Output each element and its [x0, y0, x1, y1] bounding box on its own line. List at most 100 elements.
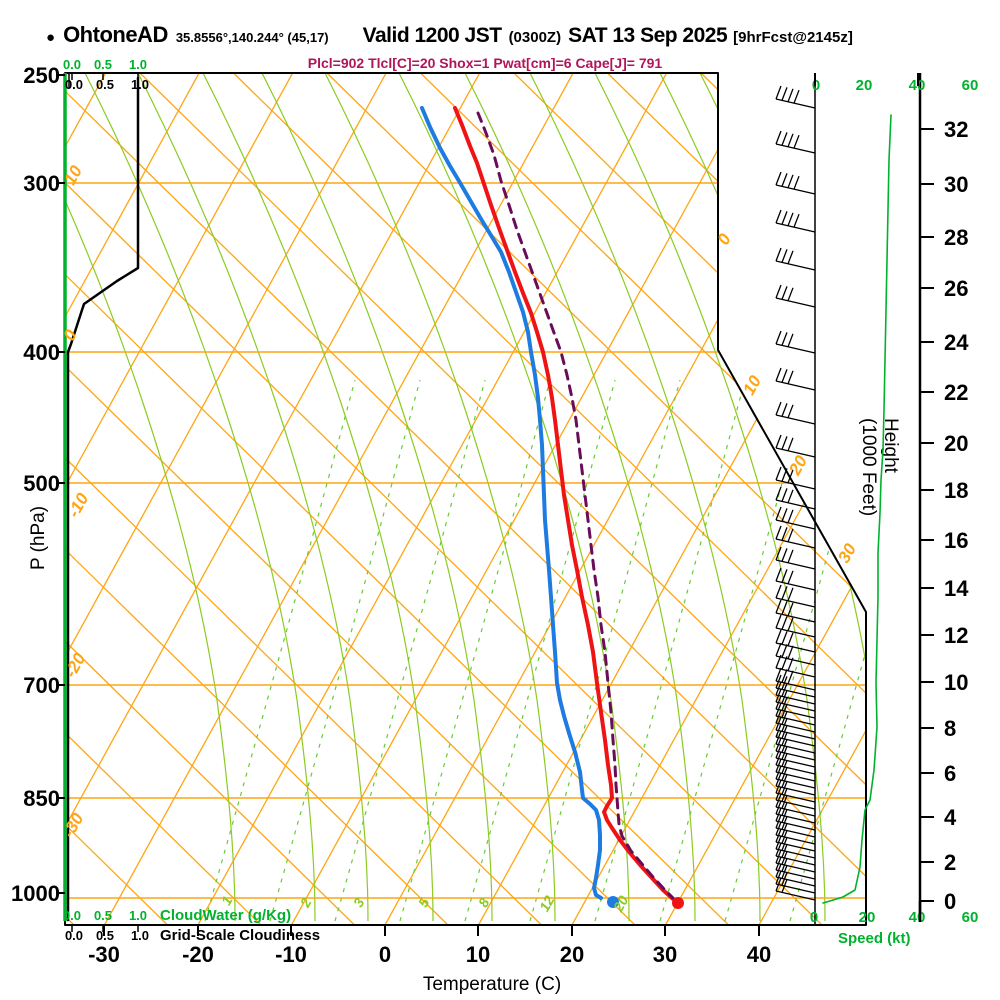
wind-barb-feather — [781, 676, 788, 690]
wind-barb-feather — [775, 863, 782, 878]
height-tick-label: 10 — [944, 670, 968, 695]
wind-barb-feather — [781, 132, 788, 146]
wind-barb-feather — [775, 807, 782, 822]
wind-barb — [775, 580, 816, 591]
height-tick-label: 4 — [944, 805, 957, 830]
wind-barb-feather — [787, 657, 794, 672]
wind-barb-feather — [775, 765, 782, 780]
cloud-scale-green-bottom: 0.0 — [63, 908, 81, 923]
wind-barb-feather — [775, 466, 782, 481]
isotherm-line — [65, 73, 200, 925]
wind-barb-feather — [781, 823, 788, 837]
isotherm-line — [290, 73, 761, 925]
cloudiness-scale-title: Grid-Scale Cloudiness — [160, 927, 320, 944]
dry-adiabat-line — [513, 73, 866, 925]
wind-barb-feather — [781, 403, 788, 417]
moist-adiabat-line — [65, 73, 236, 922]
dry-adiabat-line — [65, 73, 262, 925]
wind-barb-feather — [781, 669, 788, 683]
wind-barb-feather — [775, 130, 782, 145]
wind-barb-feather — [775, 367, 782, 382]
isotherm-line — [758, 73, 866, 925]
wind-barb-feather — [781, 858, 788, 872]
wind-barb-feather — [787, 509, 794, 524]
wind-barb-feather — [781, 795, 788, 809]
wind-barb-feather — [787, 404, 794, 419]
dry-adiabat-line — [65, 73, 542, 925]
wind-barb-feather — [775, 772, 782, 787]
wind-barb-feather — [775, 674, 782, 689]
wind-barb-feather — [775, 702, 782, 717]
wind-barb-feather — [775, 737, 782, 752]
height-tick-label: 32 — [944, 117, 968, 142]
valid-time-zulu: (0300Z) — [508, 29, 562, 46]
mixing-ratio-line — [399, 379, 551, 922]
mixing-ratio-line — [334, 379, 486, 922]
wind-barb-feather — [775, 751, 782, 766]
moist-adiabat-line — [202, 73, 434, 922]
station-name: OhtoneAD — [63, 22, 168, 47]
wind-barb-feather — [775, 779, 782, 794]
isotherm-line — [65, 73, 387, 925]
cloud-scale-green-top: 1.0 — [129, 57, 147, 72]
wind-barb-feather — [787, 489, 794, 504]
isotherm-line — [664, 73, 866, 925]
wind-barb-feather — [775, 828, 782, 843]
wind-barb-feather — [781, 286, 788, 300]
dry-adiabat-line — [65, 73, 866, 925]
isotherm-label-left: 0 — [60, 326, 81, 344]
mixing-ratio-line — [204, 379, 356, 922]
pressure-tick-label: 1000 — [11, 881, 60, 906]
height-tick-label: 18 — [944, 478, 968, 503]
wind-barb-feather — [787, 250, 794, 265]
wind-barb-feather — [775, 681, 782, 696]
cloud-scale-black-top: 0.0 — [65, 77, 83, 92]
dry-adiabat-line — [65, 73, 729, 925]
isotherm-line — [0, 73, 12, 925]
dry-adiabat-line — [420, 73, 866, 925]
grid-lines — [0, 73, 866, 925]
cloud-scale-green-top: 0.5 — [94, 57, 112, 72]
wind-barb-feather — [787, 174, 794, 189]
isotherm-label-right: 0 — [714, 230, 735, 248]
cloud-scale-black-bottom: 1.0 — [131, 928, 149, 943]
height-tick-label: 8 — [944, 716, 956, 741]
height-tick-label: 28 — [944, 225, 968, 250]
isotherm-line — [477, 73, 866, 925]
wind-barb — [775, 260, 816, 271]
wind-barb-feather — [781, 739, 788, 753]
speed-tick-label-bottom: 40 — [909, 909, 926, 926]
wind-barb-feather — [793, 213, 800, 228]
wind-barb-feather — [781, 527, 788, 541]
wind-barb-feather — [793, 175, 800, 190]
wind-barb-feather — [781, 788, 788, 802]
isotherm-line — [65, 73, 481, 925]
wind-barb-feather — [775, 723, 782, 738]
moist-adiabat-line — [324, 73, 556, 922]
wind-barb-feather — [775, 401, 782, 416]
wind-barb-feather — [775, 709, 782, 724]
valid-time: Valid 1200 JST — [362, 24, 502, 47]
temperature-tick-label: 20 — [560, 942, 584, 967]
wind-barb-feather — [787, 469, 794, 484]
temperature-tick-label: 40 — [747, 942, 771, 967]
wind-barb — [775, 519, 816, 530]
wind-barb-feather — [787, 212, 794, 227]
dry-adiabat-line — [607, 73, 866, 925]
pressure-tick-label: 300 — [23, 171, 60, 196]
forecast-tag: [9hrFcst@2145z] — [733, 29, 853, 46]
mixing-ratio-line — [659, 379, 811, 922]
wind-barb-feather — [787, 437, 794, 452]
moist-adiabat-line — [594, 73, 826, 922]
wind-barb-feather — [775, 667, 782, 682]
wind-barb-feather — [781, 548, 788, 562]
wind-barb-feather — [787, 333, 794, 348]
wind-barb-feather — [781, 718, 788, 732]
height-tick-label: 20 — [944, 431, 968, 456]
isotherm-line — [197, 73, 668, 925]
parcel-curve — [476, 111, 675, 900]
wind-barb-feather — [775, 654, 782, 669]
temperature-tick-label: 30 — [653, 942, 677, 967]
height-tick-label: 6 — [944, 761, 956, 786]
wind-barb-feather — [781, 760, 788, 774]
